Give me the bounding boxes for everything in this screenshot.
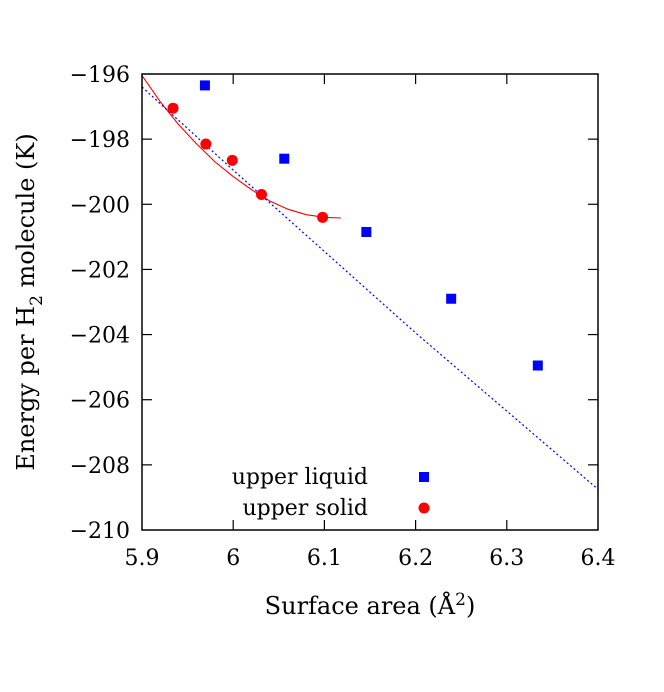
liquid-fit-line bbox=[142, 86, 598, 490]
y-tick-label-7: −210 bbox=[70, 519, 130, 544]
solid-point-3 bbox=[255, 189, 267, 201]
liquid-point-2 bbox=[361, 226, 372, 237]
legend: upper liquid upper solid bbox=[232, 465, 430, 521]
solid-point-1 bbox=[200, 138, 212, 150]
solid-point-4 bbox=[317, 211, 329, 223]
liquid-point-4 bbox=[532, 360, 543, 371]
solid-point-0 bbox=[167, 102, 179, 114]
y-tick-label-4: −204 bbox=[70, 324, 130, 349]
plot-frame bbox=[141, 73, 599, 531]
y-tick-label-0: −196 bbox=[70, 63, 130, 88]
y-axis-title: Energy per H2 molecule (K) bbox=[12, 133, 47, 470]
solid-point-2 bbox=[226, 154, 238, 166]
liquid-point-0 bbox=[199, 80, 210, 91]
y-tick-label-1: −198 bbox=[70, 128, 130, 153]
x-tick-label-0: 5.9 bbox=[125, 546, 160, 571]
legend-label-liquid: upper liquid bbox=[232, 465, 368, 490]
legend-square-marker bbox=[419, 472, 429, 482]
liquid-point-3 bbox=[446, 293, 457, 304]
x-axis-title: Surface area (Å2) bbox=[265, 590, 476, 620]
axis-ticks: 5.9 6 6.1 6.2 6.3 6.4 −196 −198 −200 −202 −204 −206… bbox=[70, 63, 616, 571]
x-tick-label-3: 6.2 bbox=[398, 546, 433, 571]
solid-fit-curve bbox=[142, 75, 341, 219]
y-tick-label-2: −200 bbox=[70, 193, 130, 218]
legend-label-solid: upper solid bbox=[242, 496, 368, 521]
legend-circle-marker bbox=[418, 502, 430, 514]
y-tick-label-3: −202 bbox=[70, 258, 130, 283]
plot-content bbox=[142, 75, 598, 490]
x-tick-label-1: 6 bbox=[226, 546, 240, 571]
liquid-point-1 bbox=[279, 153, 290, 164]
x-tick-label-4: 6.3 bbox=[489, 546, 524, 571]
y-tick-label-6: −208 bbox=[70, 454, 130, 479]
x-tick-label-2: 6.1 bbox=[307, 546, 342, 571]
y-tick-label-5: −206 bbox=[70, 389, 130, 414]
x-tick-label-5: 6.4 bbox=[581, 546, 616, 571]
